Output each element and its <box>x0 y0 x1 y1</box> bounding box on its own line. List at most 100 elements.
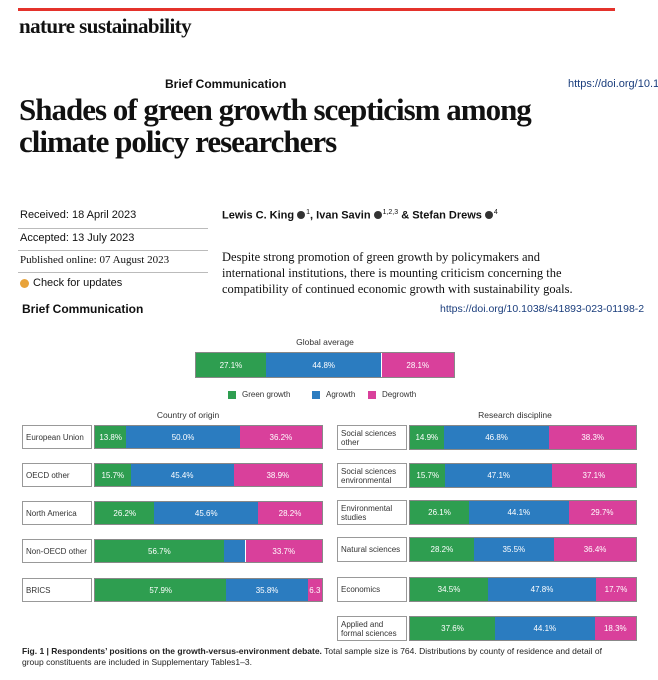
bar-segment: 17.7% <box>595 578 636 601</box>
check-text[interactable]: Check for updates <box>33 277 123 289</box>
legend-item: Agrowth <box>312 390 355 399</box>
value-label: 28.1% <box>406 360 430 370</box>
bar-segment: 29.7% <box>568 501 636 524</box>
category-label: Applied and formal sciences <box>337 616 407 641</box>
check-icon <box>20 278 29 288</box>
accepted: Accepted: 13 July 2023 <box>20 232 135 244</box>
chart-title: Global average <box>296 337 354 347</box>
bar-frame: 27.1% 44.8% 28.1% <box>195 352 455 378</box>
author-affil: 4 <box>493 209 498 216</box>
bar-frame: 13.8% 50.0% 36.2% <box>94 425 323 449</box>
bar-segment: 37.6% <box>410 617 495 640</box>
value-label: 44.1% <box>533 624 557 633</box>
legend-label: Degrowth <box>382 390 417 399</box>
bar-segment: 27.1% <box>196 353 266 377</box>
bar-frame: 28.2% 35.5% 36.4% <box>409 537 637 562</box>
doi[interactable]: https://doi.org/10.10 <box>568 78 658 90</box>
orcid-icon <box>297 210 306 219</box>
bar-frame: 15.7% 45.4% 38.9% <box>94 463 323 487</box>
published: Published online: 07 August 2023 <box>20 254 170 266</box>
value-label: 38.3% <box>581 433 605 442</box>
journal-name: nature sustainability <box>19 14 192 38</box>
category-label: OECD other <box>22 463 92 487</box>
value-label: 13.8% <box>99 432 122 442</box>
orcid-icon <box>373 210 382 219</box>
bar-segment: 34.5% <box>410 578 488 601</box>
value-label: 15.7% <box>416 471 440 480</box>
legend-swatch <box>228 390 236 399</box>
bar-segment: 47.8% <box>487 578 596 601</box>
bar-segment: 45.6% <box>154 502 258 524</box>
bar-segment <box>223 540 246 562</box>
caption-text: Total sample size is 764. Distributions … <box>22 646 602 667</box>
value-label: 33.7% <box>272 546 296 556</box>
legend-item: Degrowth <box>368 390 416 399</box>
bar-frame: 57.9% 35.8% 6.3 <box>94 578 323 602</box>
abstract-line: compatibility of continued economic grow… <box>222 282 573 296</box>
bar-segment: 57.9% <box>95 579 227 601</box>
orcid-icon <box>484 210 493 219</box>
bar-segment: 56.7% <box>95 540 224 562</box>
value-label: 26.1% <box>428 508 451 517</box>
section: Brief Communication <box>22 302 144 316</box>
value-label: 6.3 <box>309 585 321 595</box>
check-updates[interactable]: Check for updates <box>20 277 122 289</box>
caption-label: Fig. 1 | Respondents’ positions on the g… <box>22 646 322 656</box>
bar-segment: 35.8% <box>226 579 308 601</box>
bar-segment: 47.1% <box>445 464 552 487</box>
category-label: Non-OECD other <box>22 539 92 563</box>
value-label: 47.8% <box>530 585 554 594</box>
category-label: North America <box>22 501 92 525</box>
value-label: 44.8% <box>312 360 336 370</box>
bar-segment: 35.5% <box>473 538 554 561</box>
bar-segment: 44.1% <box>494 617 595 640</box>
bar-frame: 37.6% 44.1% 18.3% <box>409 616 637 641</box>
bar-segment: 50.0% <box>126 426 240 448</box>
value-label: 37.6% <box>441 624 464 633</box>
bar-segment: 44.8% <box>265 353 382 377</box>
value-label: 28.2% <box>278 508 302 518</box>
value-label: 14.9% <box>415 433 439 442</box>
bar-segment: 28.2% <box>257 502 322 524</box>
category-label: Social sciences environmental <box>337 463 407 488</box>
legend-label: Green growth <box>242 390 291 399</box>
value-label: 18.3% <box>603 624 627 633</box>
category-label: Environmental studies <box>337 500 407 525</box>
bar-segment: 18.3% <box>594 617 636 640</box>
journal-rule <box>18 8 615 11</box>
category-label: European Union <box>22 425 92 449</box>
bar-frame: 15.7% 47.1% 37.1% <box>409 463 637 488</box>
bar-segment: 46.8% <box>443 426 550 449</box>
title: Shades of green growth scepticism among … <box>19 92 532 159</box>
bar-segment: 6.3 <box>307 579 322 601</box>
value-label: 45.6% <box>194 508 218 518</box>
category-label: Natural sciences <box>337 537 407 562</box>
abstract-line: international institutions, there is mou… <box>222 266 562 280</box>
bar-segment: 33.7% <box>245 540 322 562</box>
bar-frame: 26.2% 45.6% 28.2% <box>94 501 323 525</box>
legend-swatch <box>312 390 320 399</box>
bar-segment: 14.9% <box>410 426 444 449</box>
value-label: 35.5% <box>502 545 526 554</box>
rule <box>18 228 208 229</box>
bar-segment: 28.1% <box>381 353 454 377</box>
category-label: BRICS <box>22 578 92 602</box>
bar-segment: 38.3% <box>549 426 636 449</box>
author-name: Ivan Savin <box>316 209 371 222</box>
rule <box>18 272 208 273</box>
bar-frame: 56.7% 33.7% <box>94 539 323 563</box>
legend-item: Green growth <box>228 390 290 399</box>
abstract: Despite strong promotion of green growth… <box>222 249 573 297</box>
value-label: 26.2% <box>113 508 137 518</box>
title-line: climate policy researchers <box>19 124 337 159</box>
bar-segment: 38.9% <box>233 464 322 486</box>
author-name: & Stefan Drews <box>401 209 482 222</box>
bar-segment: 26.2% <box>95 502 155 524</box>
bar-segment: 37.1% <box>551 464 636 487</box>
value-label: 47.1% <box>487 471 511 480</box>
doi[interactable]: https://doi.org/10.1038/s41893-023-01198… <box>440 303 645 315</box>
bar-segment: 26.1% <box>410 501 469 524</box>
title-line: Shades of green growth scepticism among <box>19 92 532 127</box>
value-label: 46.8% <box>485 433 508 442</box>
